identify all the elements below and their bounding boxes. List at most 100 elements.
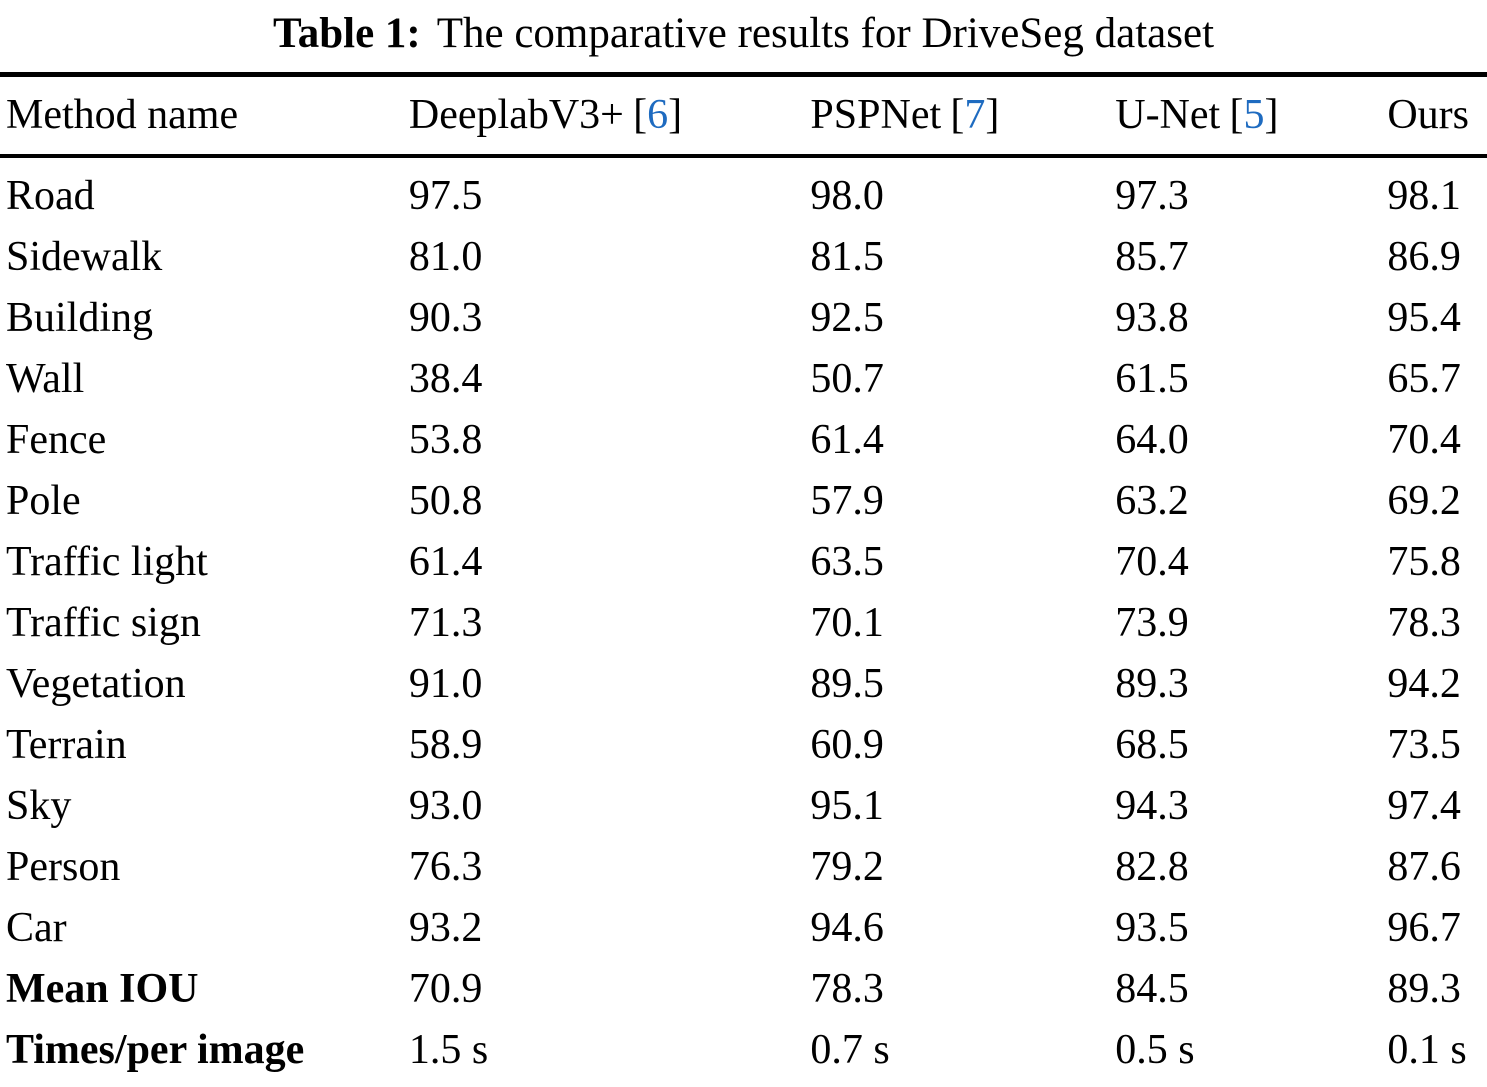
column-label: PSPNet bbox=[810, 92, 942, 138]
cell-value: 70.1 bbox=[810, 600, 884, 646]
cell-value: 63.2 bbox=[1115, 478, 1189, 524]
table-row: Sky 93.0 95.1 94.3 97.4 bbox=[0, 776, 1487, 837]
cell-value: 93.5 bbox=[1115, 905, 1189, 951]
cell-value: 89.3 bbox=[1387, 966, 1461, 1012]
row-label: Wall bbox=[6, 356, 85, 402]
column-header-pspnet: PSPNet [7] bbox=[810, 75, 1115, 157]
column-label: Ours bbox=[1387, 92, 1470, 138]
cell-value: 93.8 bbox=[1115, 295, 1189, 341]
cell-value: 71.3 bbox=[408, 600, 483, 646]
row-label: Sidewalk bbox=[6, 234, 163, 280]
cell-value: 61.4 bbox=[810, 417, 884, 463]
cell-value: 78.3 bbox=[1387, 600, 1461, 646]
table-row: Wall 38.4 50.7 61.5 65.7 bbox=[0, 349, 1487, 410]
row-label: Vegetation bbox=[6, 661, 186, 707]
citation-link[interactable]: [5] bbox=[1229, 92, 1279, 138]
cell-value: 50.7 bbox=[810, 356, 884, 402]
cell-value: 82.8 bbox=[1115, 844, 1189, 890]
cell-value: 97.5 bbox=[408, 173, 483, 219]
citation-link[interactable]: [7] bbox=[950, 92, 1000, 138]
cell-value: 65.7 bbox=[1387, 356, 1461, 402]
row-label: Traffic sign bbox=[6, 600, 201, 646]
row-label: Pole bbox=[6, 478, 81, 524]
cell-value: 95.1 bbox=[810, 783, 884, 829]
cell-value: 96.7 bbox=[1387, 905, 1461, 951]
cell-value: 70.9 bbox=[408, 966, 483, 1012]
cell-value: 89.5 bbox=[810, 661, 884, 707]
row-label: Building bbox=[6, 295, 154, 341]
header-row: Method name DeeplabV3+ [6] PSPNet [7] U-Net [5… bbox=[0, 75, 1487, 157]
cell-value: 58.9 bbox=[408, 722, 483, 768]
cell-value: 97.3 bbox=[1115, 173, 1189, 219]
table-row: Car 93.2 94.6 93.5 96.7 bbox=[0, 898, 1487, 959]
cell-value: 81.5 bbox=[810, 234, 884, 280]
table-row: Sidewalk 81.0 81.5 85.7 86.9 bbox=[0, 227, 1487, 288]
row-label: Road bbox=[6, 173, 95, 219]
cell-value: 73.9 bbox=[1115, 600, 1189, 646]
cell-value: 75.8 bbox=[1387, 539, 1461, 585]
citation-link[interactable]: [6] bbox=[633, 92, 683, 138]
table-body: Road 97.5 98.0 97.3 98.1 Sidewalk 81.0 81.5 85.7… bbox=[0, 156, 1487, 1087]
results-table: Method name DeeplabV3+ [6] PSPNet [7] U-Net [5… bbox=[0, 72, 1487, 1087]
cell-value: 0.5 s bbox=[1115, 1027, 1195, 1073]
cell-value: 93.0 bbox=[408, 783, 483, 829]
row-label: Times/per image bbox=[6, 1027, 305, 1073]
cell-value: 92.5 bbox=[810, 295, 884, 341]
row-label: Traffic light bbox=[6, 539, 208, 585]
cell-value: 38.4 bbox=[408, 356, 483, 402]
cell-value: 0.1 s bbox=[1387, 1027, 1467, 1073]
cell-value: 69.2 bbox=[1387, 478, 1461, 524]
cell-value: 1.5 s bbox=[408, 1027, 489, 1073]
table-caption-label: Table 1: bbox=[272, 10, 421, 57]
cell-value: 78.3 bbox=[810, 966, 884, 1012]
cell-value: 98.0 bbox=[810, 173, 884, 219]
cell-value: 50.8 bbox=[408, 478, 483, 524]
cell-value: 61.4 bbox=[408, 539, 483, 585]
table-row: Building 90.3 92.5 93.8 95.4 bbox=[0, 288, 1487, 349]
row-label: Mean IOU bbox=[6, 966, 199, 1012]
table-row: Vegetation 91.0 89.5 89.3 94.2 bbox=[0, 654, 1487, 715]
cell-value: 68.5 bbox=[1115, 722, 1189, 768]
cell-value: 95.4 bbox=[1387, 295, 1461, 341]
table-row: Road 97.5 98.0 97.3 98.1 bbox=[0, 156, 1487, 227]
cell-value: 79.2 bbox=[810, 844, 884, 890]
cell-value: 73.5 bbox=[1387, 722, 1461, 768]
column-label: U-Net bbox=[1115, 92, 1221, 138]
row-label: Fence bbox=[6, 417, 107, 463]
cell-value: 70.4 bbox=[1387, 417, 1461, 463]
cell-value: 63.5 bbox=[810, 539, 884, 585]
cell-value: 90.3 bbox=[408, 295, 483, 341]
row-label: Sky bbox=[6, 783, 72, 829]
column-header-ours: Ours bbox=[1387, 75, 1487, 157]
cell-value: 81.0 bbox=[408, 234, 483, 280]
column-header-deeplabv3: DeeplabV3+ [6] bbox=[409, 75, 810, 157]
cell-value: 84.5 bbox=[1115, 966, 1189, 1012]
cell-value: 97.4 bbox=[1387, 783, 1461, 829]
column-header-method-name: Method name bbox=[0, 75, 409, 157]
table-row: Pole 50.8 57.9 63.2 69.2 bbox=[0, 471, 1487, 532]
citation-number[interactable]: 6 bbox=[647, 92, 669, 138]
cell-value: 98.1 bbox=[1387, 173, 1461, 219]
cell-value: 89.3 bbox=[1115, 661, 1189, 707]
table-row: Traffic light 61.4 63.5 70.4 75.8 bbox=[0, 532, 1487, 593]
cell-value: 64.0 bbox=[1115, 417, 1189, 463]
cell-value: 76.3 bbox=[408, 844, 483, 890]
cell-value: 70.4 bbox=[1115, 539, 1189, 585]
cell-value: 91.0 bbox=[408, 661, 483, 707]
row-label: Terrain bbox=[6, 722, 127, 768]
table-caption: Table 1: The comparative results for Driv… bbox=[0, 0, 1487, 64]
cell-value: 94.3 bbox=[1115, 783, 1189, 829]
citation-number[interactable]: 5 bbox=[1243, 92, 1265, 138]
cell-value: 87.6 bbox=[1387, 844, 1461, 890]
row-label: Person bbox=[6, 844, 121, 890]
column-label: Method name bbox=[6, 92, 239, 138]
table-row: Traffic sign 71.3 70.1 73.9 78.3 bbox=[0, 593, 1487, 654]
cell-value: 61.5 bbox=[1115, 356, 1189, 402]
cell-value: 86.9 bbox=[1387, 234, 1461, 280]
table-row: Mean IOU 70.9 78.3 84.5 89.3 bbox=[0, 959, 1487, 1020]
column-header-u-net: U-Net [5] bbox=[1115, 75, 1387, 157]
cell-value: 0.7 s bbox=[810, 1027, 890, 1073]
citation-number[interactable]: 7 bbox=[964, 92, 986, 138]
cell-value: 57.9 bbox=[810, 478, 884, 524]
